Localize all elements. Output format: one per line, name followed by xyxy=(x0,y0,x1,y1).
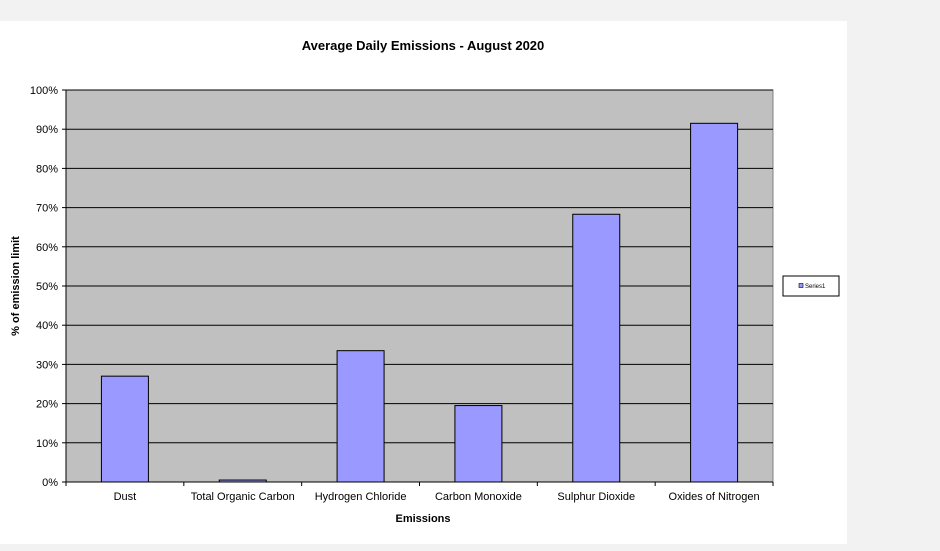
bar xyxy=(100,375,149,483)
x-category-label: Carbon Monoxide xyxy=(435,491,522,503)
y-tick-label: 90% xyxy=(36,124,58,136)
legend: Series1 xyxy=(782,275,840,297)
y-tick-label: 80% xyxy=(36,163,58,175)
x-category-label: Oxides of Nitrogen xyxy=(669,491,760,503)
y-axis-title: % of emission limit xyxy=(10,236,22,336)
bar xyxy=(572,213,621,483)
x-axis-title: Emissions xyxy=(395,513,450,525)
legend-label: Series1 xyxy=(805,284,826,290)
y-tick-label: 20% xyxy=(36,399,58,411)
y-tick-label: 40% xyxy=(36,320,58,332)
bar xyxy=(454,405,503,483)
gridlines xyxy=(66,89,773,444)
axes xyxy=(62,89,774,486)
y-tick-label: 0% xyxy=(42,477,58,489)
x-category-label: Sulphur Dioxide xyxy=(557,491,635,503)
y-tick-label: 30% xyxy=(36,359,58,371)
y-tick-label: 70% xyxy=(36,203,58,215)
chart-title: Average Daily Emissions - August 2020 xyxy=(302,38,545,53)
legend-swatch xyxy=(798,283,804,288)
y-tick-label: 60% xyxy=(36,242,58,254)
legend-box xyxy=(782,275,840,297)
bar xyxy=(336,350,385,483)
y-tick-label: 50% xyxy=(36,281,58,293)
x-category-label: Total Organic Carbon xyxy=(191,491,295,503)
bars xyxy=(100,122,739,483)
y-tick-labels: 0% 10% 20% 30% 40% 50% 60% 70% 80% 90% 100% xyxy=(30,85,58,489)
bar xyxy=(690,122,739,483)
y-tick-label: 100% xyxy=(30,85,58,97)
x-category-label: Dust xyxy=(114,491,137,503)
y-tick-label: 10% xyxy=(36,438,58,450)
x-category-label: Hydrogen Chloride xyxy=(315,491,407,503)
x-category-labels: Dust Total Organic Carbon Hydrogen Chlorid… xyxy=(114,491,760,503)
